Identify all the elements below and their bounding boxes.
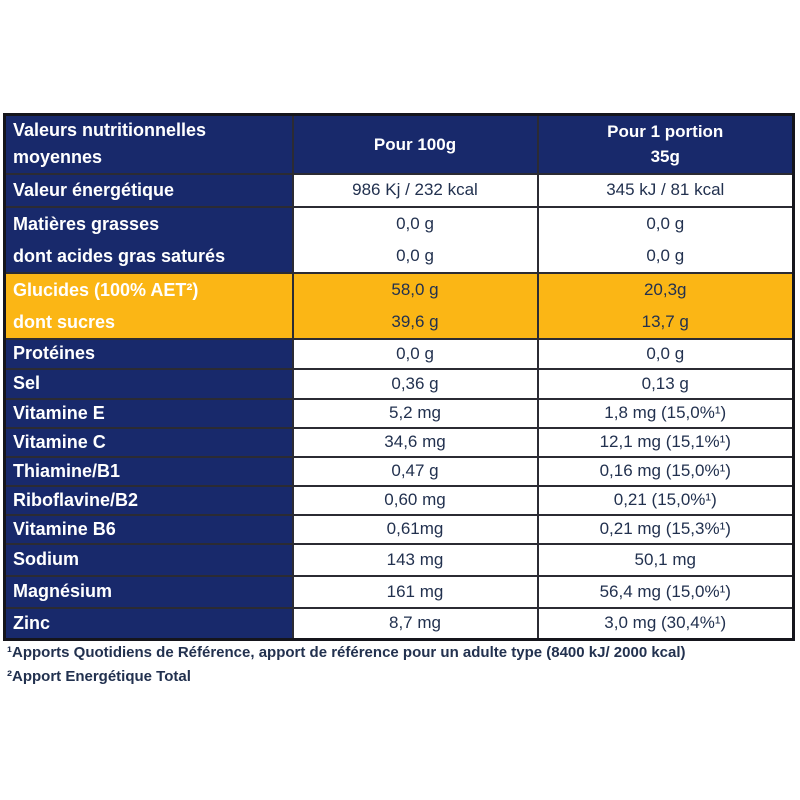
value-per-100g: 0,47 g: [291, 455, 539, 487]
row-label: Sodium: [3, 542, 294, 577]
nutrition-table: Valeurs nutritionnelles moyennes Pour 10…: [3, 113, 795, 641]
nutrition-table-container: Valeurs nutritionnelles moyennes Pour 10…: [3, 113, 795, 641]
row-label-line2: dont sucres: [13, 311, 116, 332]
value-per-portion: 0,21 (15,0%¹): [536, 484, 795, 516]
value-per-portion: 12,1 mg (15,1%¹): [536, 426, 795, 458]
table-row-riboflavine-b2: Riboflavine/B2 0,60 mg 0,21 (15,0%¹): [3, 484, 795, 516]
table-row-salt: Sel 0,36 g 0,13 g: [3, 367, 795, 400]
value-line1: 58,0 g: [391, 279, 439, 299]
header-per-100g: Pour 100g: [291, 113, 539, 175]
table-row-zinc: Zinc 8,7 mg 3,0 mg (30,4%¹): [3, 606, 795, 641]
value-per-portion: 20,3g 13,7 g: [536, 271, 795, 340]
value-per-100g: 34,6 mg: [291, 426, 539, 458]
value-per-100g: 5,2 mg: [291, 397, 539, 429]
value-per-portion: 56,4 mg (15,0%¹): [536, 574, 795, 609]
row-label: Zinc: [3, 606, 294, 641]
value-per-portion: 0,0 g 0,0 g: [536, 205, 795, 274]
value-per-portion: 0,0 g: [536, 337, 795, 370]
row-label: Riboflavine/B2: [3, 484, 294, 516]
value-per-100g: 0,61mg: [291, 513, 539, 545]
value-line1: 20,3g: [643, 279, 687, 299]
value-per-portion: 0,16 mg (15,0%¹): [536, 455, 795, 487]
table-header-row: Valeurs nutritionnelles moyennes Pour 10…: [3, 113, 795, 175]
value-per-portion: 50,1 mg: [536, 542, 795, 577]
footnote-total-energy: ²Apport Energétique Total: [7, 668, 191, 685]
row-label: Matières grasses dont acides gras saturé…: [3, 205, 294, 274]
value-per-100g: 0,0 g: [291, 337, 539, 370]
table-row-energy: Valeur énergétique 986 Kj / 232 kcal 345…: [3, 172, 795, 208]
value-per-100g: 0,60 mg: [291, 484, 539, 516]
row-label: Vitamine C: [3, 426, 294, 458]
table-row-carbohydrates-highlighted: Glucides (100% AET²) dont sucres 58,0 g …: [3, 271, 795, 340]
row-label-line1: Matières grasses: [13, 213, 160, 234]
row-label-line1: Glucides (100% AET²): [13, 279, 199, 300]
header-per-portion: Pour 1 portion 35g: [536, 113, 795, 175]
value-line2: 0,0 g: [396, 245, 434, 265]
value-line2: 0,0 g: [646, 245, 685, 265]
row-label: Sel: [3, 367, 294, 400]
value-per-100g: 0,36 g: [291, 367, 539, 400]
table-row-vitamin-b6: Vitamine B6 0,61mg 0,21 mg (15,3%¹): [3, 513, 795, 545]
row-label: Protéines: [3, 337, 294, 370]
table-row-thiamine-b1: Thiamine/B1 0,47 g 0,16 mg (15,0%¹): [3, 455, 795, 487]
row-label: Magnésium: [3, 574, 294, 609]
row-label-line2: dont acides gras saturés: [13, 245, 226, 266]
value-per-portion: 1,8 mg (15,0%¹): [536, 397, 795, 429]
value-per-portion: 345 kJ / 81 kcal: [536, 172, 795, 208]
value-line2: 39,6 g: [391, 311, 439, 331]
header-values-title-line2: moyennes: [13, 147, 103, 168]
value-per-100g: 58,0 g 39,6 g: [291, 271, 539, 340]
value-per-100g: 161 mg: [291, 574, 539, 609]
value-per-100g: 143 mg: [291, 542, 539, 577]
footnotes: ¹Apports Quotidiens de Référence, apport…: [7, 641, 787, 689]
table-row-magnesium: Magnésium 161 mg 56,4 mg (15,0%¹): [3, 574, 795, 609]
value-per-100g: 0,0 g 0,0 g: [291, 205, 539, 274]
table-row-protein: Protéines 0,0 g 0,0 g: [3, 337, 795, 370]
row-label: Vitamine B6: [3, 513, 294, 545]
value-per-portion: 0,13 g: [536, 367, 795, 400]
value-per-portion: 3,0 mg (30,4%¹): [536, 606, 795, 641]
value-per-100g: 986 Kj / 232 kcal: [291, 172, 539, 208]
table-row-sodium: Sodium 143 mg 50,1 mg: [3, 542, 795, 577]
header-values-title: Valeurs nutritionnelles moyennes: [3, 113, 294, 175]
value-per-portion: 0,21 mg (15,3%¹): [536, 513, 795, 545]
table-row-fat: Matières grasses dont acides gras saturé…: [3, 205, 795, 274]
header-values-title-line1: Valeurs nutritionnelles: [13, 120, 207, 141]
header-per-portion-line1: Pour 1 portion: [607, 122, 724, 142]
header-per-portion-line2: 35g: [650, 147, 680, 167]
table-row-vitamin-c: Vitamine C 34,6 mg 12,1 mg (15,1%¹): [3, 426, 795, 458]
footnote-reference-intake: ¹Apports Quotidiens de Référence, apport…: [7, 644, 686, 661]
value-line2: 13,7 g: [641, 311, 689, 331]
value-line1: 0,0 g: [396, 213, 434, 233]
row-label: Valeur énergétique: [3, 172, 294, 208]
value-line1: 0,0 g: [646, 213, 685, 233]
row-label: Vitamine E: [3, 397, 294, 429]
row-label: Glucides (100% AET²) dont sucres: [3, 271, 294, 340]
value-per-100g: 8,7 mg: [291, 606, 539, 641]
row-label: Thiamine/B1: [3, 455, 294, 487]
table-row-vitamin-e: Vitamine E 5,2 mg 1,8 mg (15,0%¹): [3, 397, 795, 429]
